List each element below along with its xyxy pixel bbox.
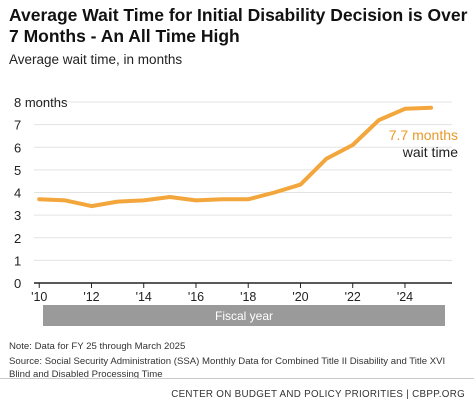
x-axis-title: Fiscal year bbox=[215, 309, 273, 323]
footer: CENTER ON BUDGET AND POLICY PRIORITIES |… bbox=[0, 378, 474, 407]
series-line bbox=[39, 108, 431, 206]
footer-credit: CENTER ON BUDGET AND POLICY PRIORITIES |… bbox=[171, 389, 465, 400]
y-tick-label: 8 months bbox=[14, 95, 68, 110]
x-tick-label: '16 bbox=[188, 290, 204, 304]
x-tick-label: '20 bbox=[292, 290, 308, 304]
annotation-value: 7.7 months bbox=[389, 127, 458, 143]
data-note: Note: Data for FY 25 through March 2025 bbox=[9, 340, 469, 353]
y-tick-label: 7 bbox=[14, 118, 21, 133]
y-tick-label: 5 bbox=[14, 163, 21, 178]
x-tick-label: '14 bbox=[136, 290, 152, 304]
y-tick-label: 3 bbox=[14, 208, 21, 223]
x-tick-label: '24 bbox=[397, 290, 413, 304]
x-tick-label: '22 bbox=[345, 290, 361, 304]
y-tick-label: 1 bbox=[14, 253, 21, 268]
annotation-text: wait time bbox=[402, 144, 458, 160]
y-tick-label: 4 bbox=[14, 186, 21, 201]
y-tick-label: 2 bbox=[14, 231, 21, 246]
x-tick-label: '12 bbox=[83, 290, 99, 304]
y-tick-label: 6 bbox=[14, 140, 21, 155]
y-tick-label: 0 bbox=[14, 276, 21, 291]
x-tick-label: '18 bbox=[240, 290, 256, 304]
x-tick-label: '10 bbox=[31, 290, 47, 304]
